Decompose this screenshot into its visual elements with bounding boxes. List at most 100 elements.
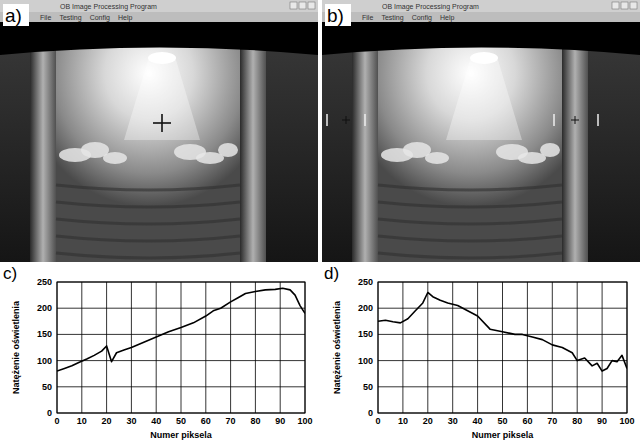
grid-line bbox=[181, 282, 182, 413]
tick-label: 150 bbox=[358, 329, 373, 339]
band bbox=[56, 219, 240, 224]
tick-label: 100 bbox=[358, 356, 373, 366]
tick-label: 80 bbox=[572, 416, 582, 426]
top-band bbox=[322, 22, 640, 55]
band bbox=[56, 202, 240, 207]
tick-label: 0 bbox=[54, 416, 59, 426]
tick-label: 250 bbox=[358, 277, 373, 287]
tick-label: 10 bbox=[77, 416, 87, 426]
screenshot-panel: OB Image Processing Program File Testing Co… bbox=[0, 0, 318, 262]
tick-label: 40 bbox=[473, 416, 483, 426]
grid-line bbox=[81, 282, 82, 413]
band bbox=[378, 219, 562, 224]
panel-label: a) bbox=[5, 5, 22, 26]
data-group bbox=[57, 288, 305, 371]
grid-line bbox=[57, 386, 305, 387]
menu-item: Help bbox=[440, 14, 455, 22]
tick-label: 200 bbox=[37, 303, 52, 313]
grid-line bbox=[452, 282, 453, 413]
background bbox=[322, 22, 640, 262]
top-band bbox=[0, 22, 318, 55]
tick-label: 250 bbox=[37, 277, 52, 287]
axis-title: Numer piksela bbox=[150, 430, 213, 440]
window-title: OB Image Processing Program bbox=[382, 3, 479, 11]
light-cone bbox=[446, 60, 522, 140]
tick-label: 20 bbox=[423, 416, 433, 426]
tick-label: 50 bbox=[363, 382, 373, 392]
window-button bbox=[290, 2, 297, 9]
tick-label: 100 bbox=[619, 416, 634, 426]
grid-line bbox=[477, 282, 478, 413]
light-cone bbox=[124, 60, 200, 140]
window-button bbox=[630, 2, 637, 9]
window bbox=[322, 0, 640, 262]
tick-label: 60 bbox=[522, 416, 532, 426]
band bbox=[378, 185, 562, 190]
window-button bbox=[621, 2, 628, 9]
window-button bbox=[308, 2, 315, 9]
grid-line bbox=[502, 282, 503, 413]
tick-label: 70 bbox=[547, 416, 557, 426]
menu-bar bbox=[322, 12, 640, 22]
interior bbox=[366, 40, 576, 262]
grid-line bbox=[378, 308, 627, 309]
window-button bbox=[612, 2, 619, 9]
tick-label: 20 bbox=[102, 416, 112, 426]
chart-panel: d)0102030405060708090100050100150200250N… bbox=[324, 264, 635, 440]
title-bar bbox=[0, 0, 318, 12]
menu-item: Config bbox=[412, 14, 432, 22]
title-bar bbox=[322, 0, 640, 12]
panel-label: d) bbox=[324, 264, 339, 283]
band bbox=[378, 236, 562, 241]
grid-line bbox=[57, 360, 305, 361]
axis-title: Numer piksela bbox=[472, 430, 535, 440]
data-line bbox=[57, 288, 305, 371]
menu-item: Config bbox=[90, 14, 110, 22]
tick-label: 70 bbox=[226, 416, 236, 426]
label-patch bbox=[325, 4, 351, 26]
grid-line bbox=[280, 282, 281, 413]
marker bbox=[161, 114, 163, 132]
tick-label: 150 bbox=[37, 329, 52, 339]
grid-line bbox=[205, 282, 206, 413]
grid-line bbox=[156, 282, 157, 413]
band bbox=[378, 202, 562, 207]
grid-line bbox=[552, 282, 553, 413]
tick-label: 200 bbox=[358, 303, 373, 313]
window-button bbox=[299, 2, 306, 9]
marker bbox=[326, 114, 328, 126]
label-patch bbox=[3, 4, 29, 26]
tick-label: 80 bbox=[250, 416, 260, 426]
right-wall bbox=[562, 40, 588, 262]
left-wall bbox=[352, 40, 378, 262]
tick-label: 30 bbox=[126, 416, 136, 426]
menu-item: Help bbox=[118, 14, 133, 22]
marker bbox=[575, 116, 576, 124]
grid-line bbox=[378, 386, 627, 387]
grid-line bbox=[57, 308, 305, 309]
grid-line bbox=[57, 334, 305, 335]
tick-label: 0 bbox=[375, 416, 380, 426]
tick-label: 10 bbox=[398, 416, 408, 426]
tick-label: 0 bbox=[368, 408, 373, 418]
interior bbox=[44, 40, 254, 262]
band bbox=[56, 185, 240, 190]
panel-label: b) bbox=[327, 5, 344, 26]
grid-line bbox=[378, 360, 627, 361]
left-wall bbox=[30, 40, 56, 262]
menu-item: Testing bbox=[59, 14, 81, 22]
data-line bbox=[378, 292, 627, 371]
deposit bbox=[425, 152, 449, 164]
grid-line bbox=[602, 282, 603, 413]
tick-label: 100 bbox=[37, 356, 52, 366]
chart-panel: c)0102030405060708090100050100150200250N… bbox=[3, 264, 313, 440]
menu-bar bbox=[0, 12, 318, 22]
marker bbox=[553, 114, 555, 126]
menu-item: File bbox=[40, 14, 51, 21]
tick-label: 30 bbox=[448, 416, 458, 426]
band bbox=[56, 236, 240, 241]
window bbox=[0, 0, 318, 262]
window-title: OB Image Processing Program bbox=[60, 3, 157, 11]
band bbox=[56, 253, 240, 258]
deposit bbox=[540, 143, 560, 157]
